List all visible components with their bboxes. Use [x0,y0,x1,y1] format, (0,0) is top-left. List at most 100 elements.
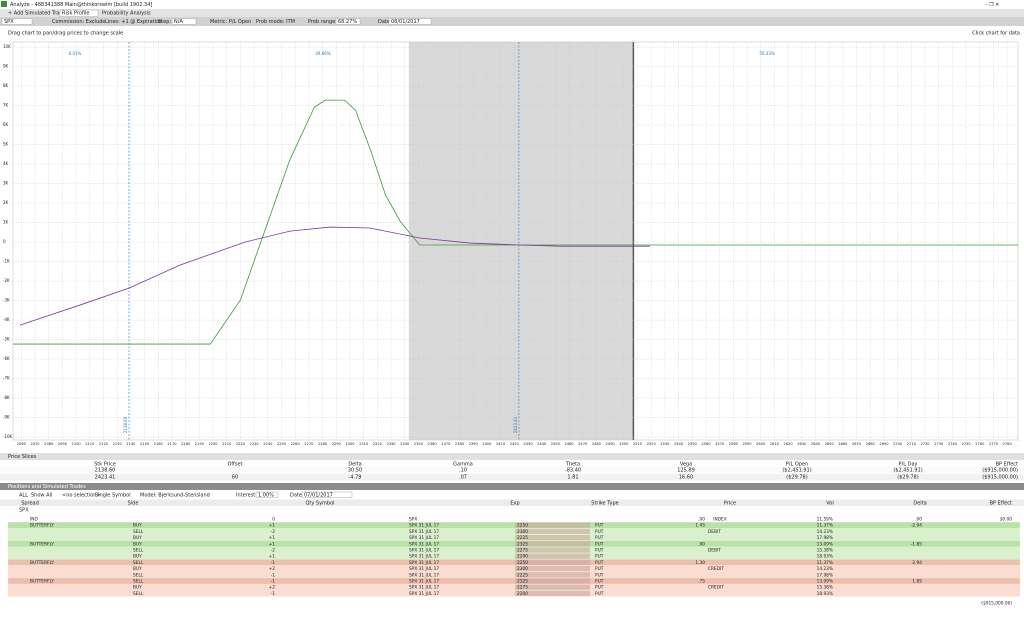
filter: Single Symbol [95,493,131,499]
position-cell: 2300 [517,566,528,572]
position-cell: -2.94 [911,523,922,529]
x-tick-label: 2690 [879,442,889,446]
title-bar [0,0,1024,9]
y-tick-label: -5K [3,337,10,342]
y-tick-label: -9K [3,415,10,420]
slice-row [0,467,1024,474]
x-tick-label: 2340 [400,442,410,446]
x-tick-label: 2750 [962,442,972,446]
column-header: Delta [913,501,926,507]
position-cell: 0 [272,517,275,523]
y-tick-label: 5K [3,142,9,147]
price-marker-label: 2138.60 [123,416,128,433]
x-tick-label: 2290 [332,442,342,446]
filter: Date: [290,493,304,499]
position-cell: -1 [271,572,276,578]
position-row [7,515,1021,523]
x-tick-label: 2450 [551,442,561,446]
control: Step: [158,19,171,25]
y-tick-label: -2K [3,278,10,283]
x-tick-label: 2770 [989,442,999,446]
position-cell: SELL [133,529,144,535]
toolbar-tab[interactable]: Risk Profile [62,11,90,17]
column-header: Side [128,501,139,507]
strike-cell [515,553,590,559]
position-cell: PUT [595,560,604,566]
position-cell: -2 [271,548,276,554]
position-cell: 11.59% [817,517,833,523]
position-cell: 17.98% [817,535,833,541]
control-field[interactable] [388,18,432,25]
symbol-box[interactable] [1,18,33,25]
x-tick-label: 2630 [797,442,807,446]
app-icon [1,1,7,7]
y-tick-label: 1K [3,220,9,225]
x-tick-label: 2420 [510,442,520,446]
x-tick-label: 2150 [140,442,150,446]
filter: 07/01/2017 [304,493,333,499]
position-cell: SPX [409,517,417,523]
controls-bar [0,17,1024,26]
x-tick-label: 2270 [304,442,314,446]
position-cell: 14.23% [817,529,833,535]
position-row [7,546,1021,554]
x-tick-label: 2110 [85,442,95,446]
x-tick-label: 2730 [934,442,944,446]
position-cell: INDEX [713,517,727,523]
position-cell: PUT [595,591,604,597]
x-tick-label: 2260 [291,442,301,446]
x-tick-label: 2500 [619,442,629,446]
position-cell: PUT [595,541,604,547]
position-cell: 2225 [517,535,528,541]
x-tick-label: 2660 [838,442,848,446]
position-cell: BUTTERFLY [30,579,54,585]
filter-field[interactable] [255,491,279,498]
position-cell: SPX 31 JUL 17 [409,579,439,585]
x-tick-label: 2600 [756,442,766,446]
position-cell: SPX 31 JUL 17 [409,548,439,554]
position-cell: SPX 31 JUL 17 [409,554,439,560]
position-cell: +1 [269,541,276,547]
filter: <no selection> [62,493,101,499]
position-cell: PUT [595,554,604,560]
position-cell: PUT [595,566,604,572]
strike-cell [515,584,590,590]
x-tick-label: 2780 [1003,442,1013,446]
y-tick-label: 6K [3,122,9,127]
position-cell: SELL [133,548,144,554]
x-tick-label: 2680 [866,442,876,446]
slice-cell: -83.40 [565,468,581,474]
position-row [7,565,1021,572]
position-cell: 14.23% [817,566,833,572]
position-cell: .75 [698,579,705,585]
risk-profile-chart[interactable]: 10K 9K 8K 7K 6K 5K 4K 3K 2K 1K 0 -1K -2K -3K -4K -5K -6K… [3,41,1019,446]
slice-cell: 125.89 [677,468,695,474]
filter-field[interactable] [301,491,353,498]
x-tick-label: 2490 [606,442,616,446]
x-tick-label: 2640 [811,442,821,446]
x-tick-label: 2400 [482,442,492,446]
x-tick-label: 2310 [359,442,369,446]
slice-cell: 16.60 [679,475,693,481]
control-field[interactable] [171,18,197,25]
y-tick-label: 9K [3,64,9,69]
control: Prob mode: ITM [256,19,295,25]
control-field[interactable] [335,18,361,25]
position-cell: PUT [595,572,604,578]
x-tick-label: 2740 [948,442,958,446]
x-tick-label: 2170 [167,442,177,446]
strike-cell [515,522,590,528]
toolbar-tab[interactable]: + Add Simulated Trades [8,11,69,17]
x-tick-label: 2700 [893,442,903,446]
column-header: Vega [680,462,692,468]
column-header: Vol [826,501,833,507]
toolbar-tab[interactable]: Probability Analysis [102,11,151,17]
x-tick-label: 2370 [441,442,451,446]
strike-cell [515,572,590,578]
column-header: Theta [565,462,580,468]
pl-line [13,99,1019,345]
window-controls[interactable]: – ❐ ✕ [985,2,999,8]
hint-right: Click chart for data [972,31,1020,37]
probability-label: 49.66% [315,51,330,56]
y-tick-label: -4K [3,317,10,322]
